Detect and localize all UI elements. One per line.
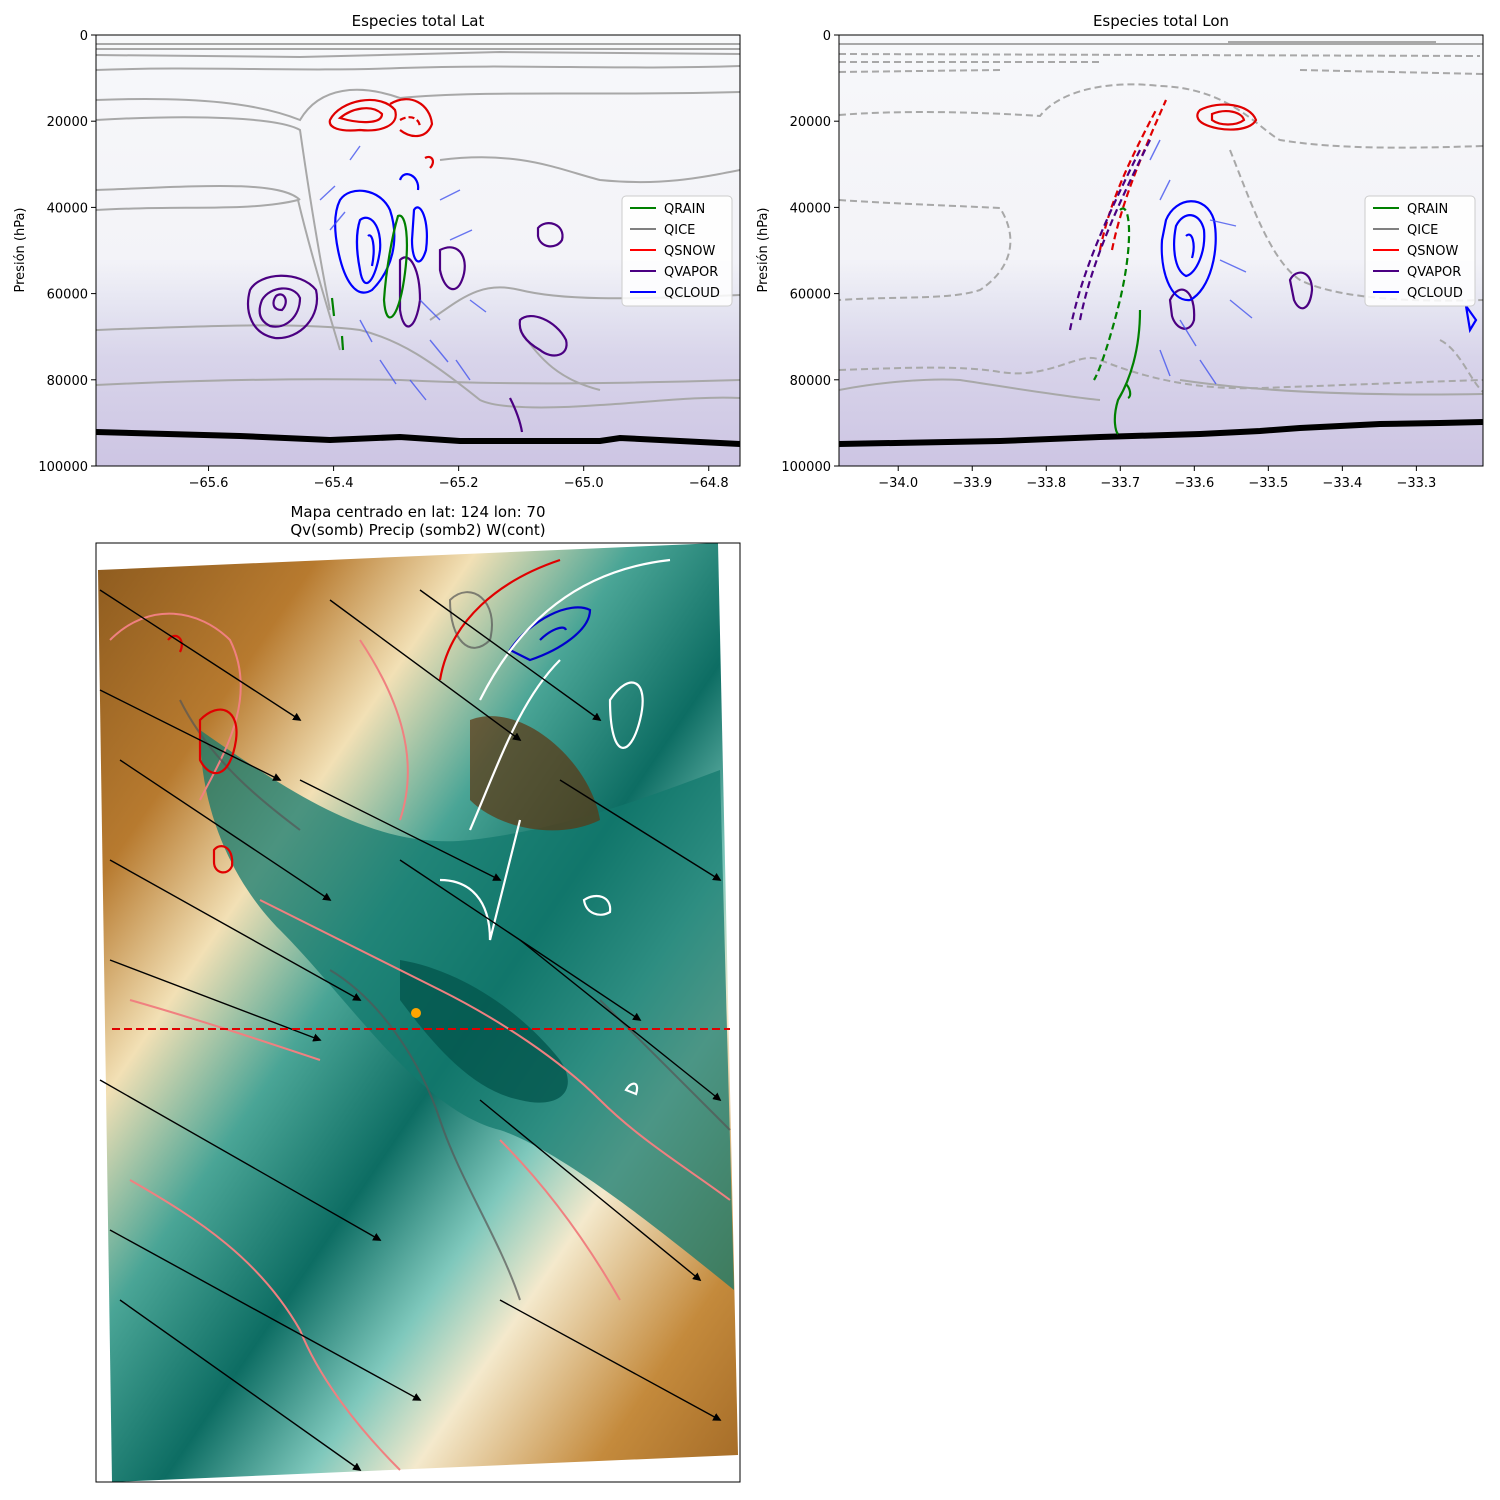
panel-a-terrain-line — [96, 429, 740, 447]
panel-a-xtick-label: −65.4 — [314, 476, 354, 491]
panel-a-ylabel: Presión (hPa) — [13, 208, 28, 293]
panel-b-ytick-label: 80000 — [790, 374, 831, 389]
panel-b-xtick-label: −33.6 — [1174, 476, 1214, 491]
legend-b-qsnow-label: QSNOW — [1407, 244, 1458, 259]
panel-a-legend: QRAIN QICE QSNOW QVAPOR QCLOUD — [621, 195, 733, 307]
map-plot-area — [98, 543, 738, 1482]
panel-a-xtick-label: −65.0 — [564, 476, 604, 491]
panel-b-xtick-label: −33.9 — [952, 476, 992, 491]
panel-lon-cross-section: Especies total Lon — [756, 12, 1484, 491]
panel-b-ytick-label: 20000 — [790, 115, 831, 130]
panel-b-ytick-label: 40000 — [790, 201, 831, 216]
map-updraft-contours — [167, 558, 561, 874]
legend-b-qrain-label: QRAIN — [1407, 202, 1448, 217]
panel-b-qvapor-contours — [1068, 139, 1314, 331]
map-moist-core — [400, 960, 568, 1103]
map-title-line-2: Qv(somb) Precip (somb2) W(cont) — [290, 521, 545, 539]
panel-c-frame — [95, 542, 741, 1483]
panel-lat-cross-section: Especies total Lat — [13, 12, 741, 491]
panel-a-qvapor-contours — [246, 222, 568, 433]
panel-b-axes: −34.0 −33.9 −33.8 −33.7 −33.6 −33.5 −33.4 −33.3… — [781, 29, 1436, 491]
panel-b-qrain-contours — [1093, 207, 1142, 435]
panel-b-xtick-label: −33.3 — [1396, 476, 1436, 491]
panel-a-xtick-label: −65.2 — [439, 476, 479, 491]
legend-b-qcloud-label: QCLOUD — [1407, 286, 1463, 301]
panel-a-qsnow-contours — [328, 98, 434, 169]
legend-b-qvapor-label: QVAPOR — [1407, 265, 1461, 280]
panel-b-ylabel: Presión (hPa) — [756, 208, 771, 293]
panel-b-ytick-label: 100000 — [781, 460, 831, 475]
panel-b-xtick-label: −33.4 — [1322, 476, 1362, 491]
panel-b-legend-box — [1364, 195, 1476, 307]
map-title-line-1: Mapa centrado en lat: 124 lon: 70 — [290, 503, 545, 521]
panel-a-xtick-label: −64.8 — [689, 476, 729, 491]
panel-a-qrain-contours — [330, 214, 408, 351]
panel-a-qice-contours — [96, 43, 740, 409]
map-cloud-contours — [508, 606, 592, 662]
panel-b-wind-vectors — [1149, 139, 1253, 385]
panel-a-legend-box — [621, 195, 733, 307]
panel-b-xtick-label: −33.7 — [1100, 476, 1140, 491]
panel-a-ytick-label: 80000 — [47, 374, 88, 389]
panel-b-xtick-label: −33.8 — [1026, 476, 1066, 491]
panel-map: Mapa centrado en lat: 124 lon: 70 Qv(som… — [95, 503, 741, 1483]
legend-a-qrain-label: QRAIN — [664, 202, 705, 217]
panel-b-xtick-label: −34.0 — [878, 476, 918, 491]
panel-b-xtick-label: −33.5 — [1248, 476, 1288, 491]
panel-b-ytick-label: 0 — [823, 29, 831, 44]
panel-b-terrain-line — [839, 419, 1483, 447]
map-streamlines — [99, 589, 722, 1471]
legend-b-qice-label: QICE — [1407, 223, 1438, 238]
panel-a-xtick-label: −65.6 — [189, 476, 229, 491]
center-marker — [411, 1008, 421, 1018]
panel-b-qcloud-contours — [1160, 200, 1478, 334]
panel-a-wind-vectors — [319, 145, 487, 401]
legend-a-qcloud-label: QCLOUD — [664, 286, 720, 301]
panel-a-ytick-label: 20000 — [47, 115, 88, 130]
panel-a-ytick-label: 100000 — [38, 460, 88, 475]
panel-b-legend: QRAIN QICE QSNOW QVAPOR QCLOUD — [1364, 195, 1476, 307]
legend-a-qice-label: QICE — [664, 223, 695, 238]
panel-a-title: Especies total Lat — [352, 12, 485, 30]
legend-a-qvapor-label: QVAPOR — [664, 265, 718, 280]
legend-a-qsnow-label: QSNOW — [664, 244, 715, 259]
panel-a-qcloud-contours — [334, 173, 428, 294]
panel-b-qsnow-contours — [1098, 99, 1258, 251]
panel-a-frame — [95, 34, 741, 467]
map-dry-core — [470, 716, 600, 831]
panel-b-title: Especies total Lon — [1093, 12, 1229, 30]
panel-b-frame — [838, 34, 1484, 467]
panel-a-ytick-label: 60000 — [47, 288, 88, 303]
panel-a-axes: −65.6 −65.4 −65.2 −65.0 −64.8 0 20000 40000 6000… — [38, 29, 728, 491]
panel-a-ytick-label: 0 — [80, 29, 88, 44]
panel-b-ytick-label: 60000 — [790, 288, 831, 303]
panel-a-ytick-label: 40000 — [47, 201, 88, 216]
